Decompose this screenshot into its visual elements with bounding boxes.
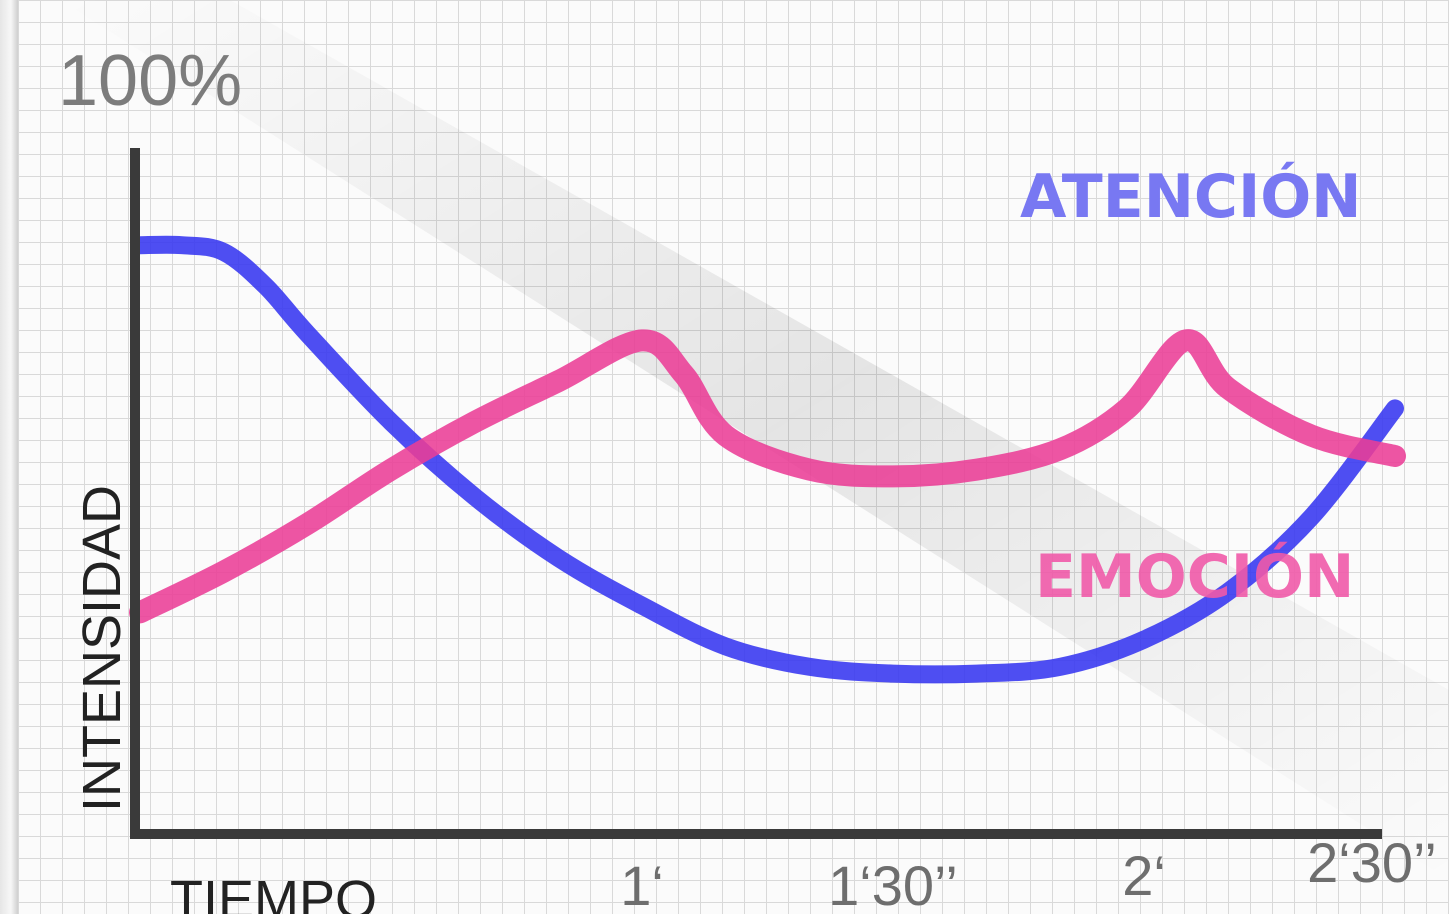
y-axis-label: INTENSIDAD (72, 485, 132, 812)
legend-atencion: ATENCIÓN (1020, 161, 1361, 232)
x-tick-label: 1‘ (620, 854, 664, 914)
series-line-atencion (131, 235, 1404, 684)
x-axis-label: TIEMPO (170, 870, 377, 914)
grid-background (18, 0, 1449, 914)
y-max-label: 100% (58, 41, 242, 121)
x-tick-label: 2‘ (1122, 844, 1166, 907)
x-tick-label: 1‘30’’ (828, 854, 958, 914)
legend-emocion: EMOCIÓN (1035, 541, 1354, 612)
x-tick-label: 2‘30’’ (1307, 831, 1437, 894)
page-edge (0, 0, 18, 914)
series-line-emocion (129, 329, 1406, 624)
